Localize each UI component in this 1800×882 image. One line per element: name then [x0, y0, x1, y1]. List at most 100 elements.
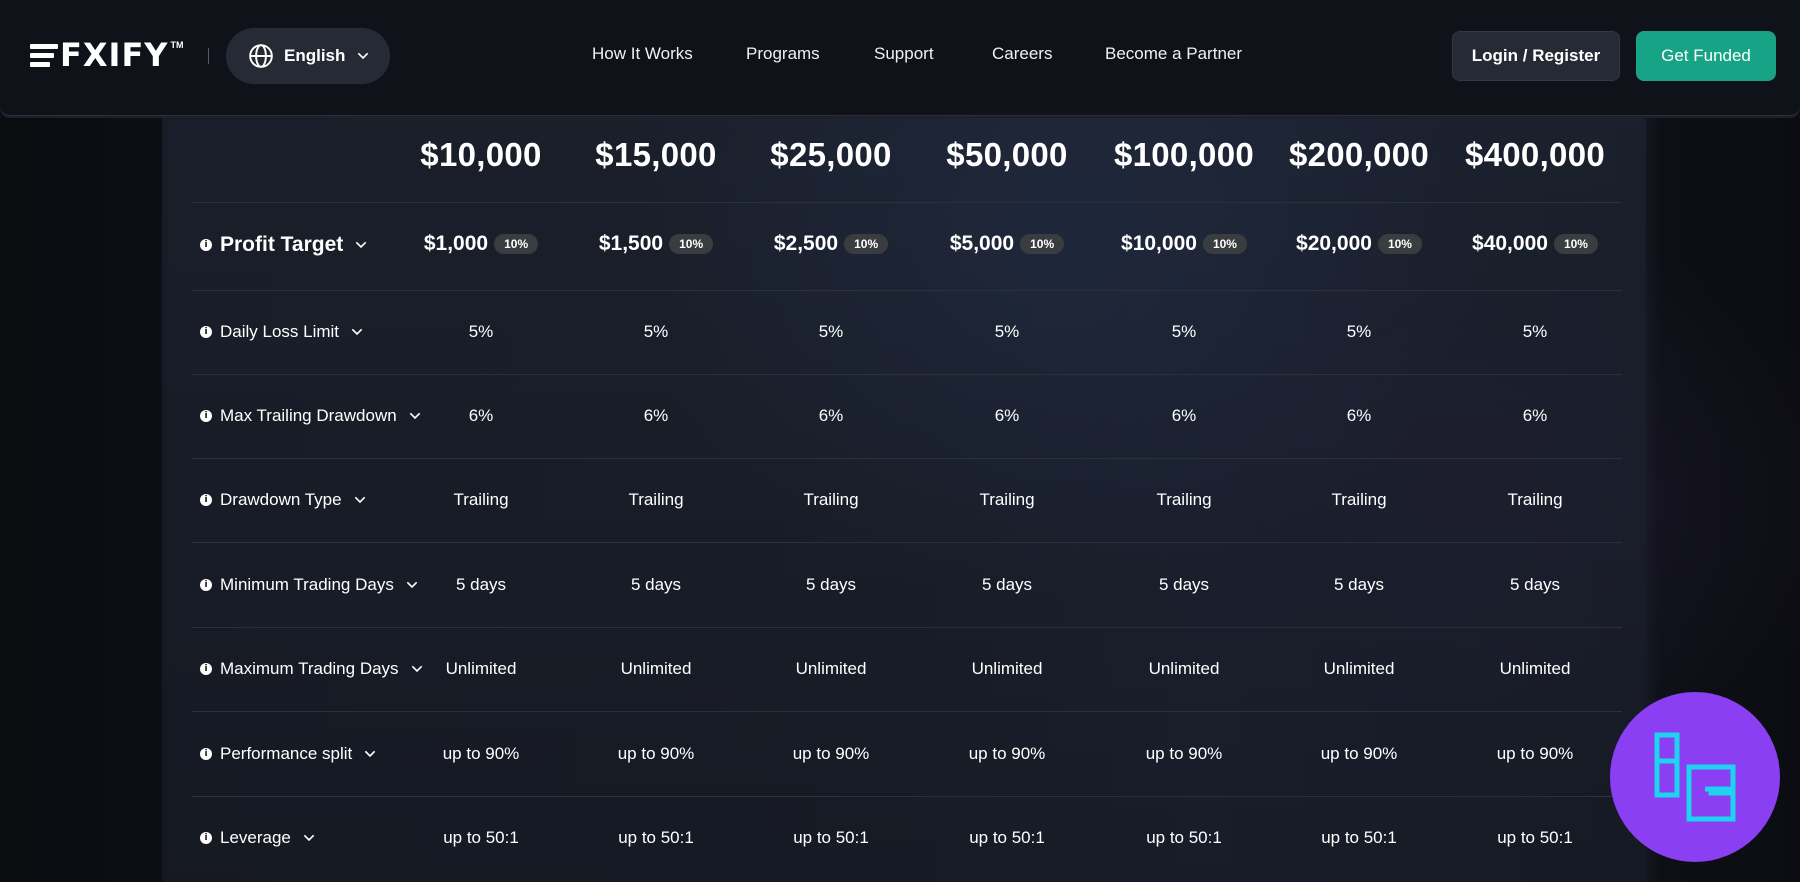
- table-cell: up to 50:1: [618, 828, 694, 847]
- column-header-10k: $10,000: [420, 136, 542, 173]
- profit-target-value: $1,500: [598, 232, 664, 255]
- row-label-1[interactable]: i Max Trailing Drawdown: [200, 406, 423, 426]
- percent-badge: 10%: [1377, 234, 1422, 254]
- percent-badge: 10%: [494, 234, 539, 254]
- row-divider: [192, 290, 1622, 291]
- chevron-down-icon: [303, 834, 315, 842]
- row-divider: [192, 202, 1622, 203]
- row-label-text: Daily Loss Limit: [220, 322, 340, 341]
- table-cell: up to 90%: [1145, 744, 1223, 763]
- nav-programs[interactable]: Programs: [746, 44, 820, 63]
- table-cell: up to 50:1: [443, 828, 519, 847]
- table-cell: 6%: [994, 406, 1020, 425]
- column-header-25k: $25,000: [770, 136, 892, 173]
- table-cell: 5%: [1522, 322, 1548, 341]
- table-cell: 5%: [643, 322, 669, 341]
- chevron-down-icon: [406, 581, 418, 589]
- profit-target-cell: $5,000 10%: [919, 232, 1095, 256]
- fxify-logo[interactable]: FXIFY TM: [30, 38, 183, 72]
- get-funded-button[interactable]: Get Funded: [1636, 31, 1776, 81]
- table-cell: Trailing: [803, 490, 859, 509]
- table-cell: 5%: [1346, 322, 1372, 341]
- table-cell: 5 days: [455, 575, 507, 594]
- table-cell: 5 days: [1509, 575, 1561, 594]
- table-cell: 5%: [994, 322, 1020, 341]
- info-icon: i: [200, 663, 212, 675]
- nav-divider: [208, 48, 209, 64]
- table-cell: 5 days: [805, 575, 857, 594]
- nav-become-partner[interactable]: Become a Partner: [1105, 44, 1243, 63]
- pricing-table-panel: [162, 100, 1646, 882]
- table-cell: 6%: [1346, 406, 1372, 425]
- table-cell: up to 50:1: [793, 828, 869, 847]
- table-cell: 5 days: [630, 575, 682, 594]
- table-cell: up to 90%: [968, 744, 1046, 763]
- percent-badge: 10%: [1020, 234, 1065, 254]
- logo-bars-icon: [30, 43, 58, 67]
- percent-badge: 10%: [1202, 234, 1247, 254]
- login-register-button[interactable]: Login / Register: [1452, 31, 1620, 81]
- profit-target-value: $10,000: [1121, 232, 1197, 255]
- info-icon: i: [200, 748, 212, 760]
- profit-target-cell: $20,000 10%: [1271, 232, 1447, 256]
- info-icon: i: [200, 239, 212, 251]
- row-label-text: Profit Target: [220, 233, 344, 256]
- row-label-4[interactable]: i Maximum Trading Days: [200, 659, 425, 679]
- row-label-text: Maximum Trading Days: [220, 659, 399, 678]
- row-divider: [192, 796, 1622, 797]
- nav-support[interactable]: Support: [874, 44, 934, 63]
- percent-badge: 10%: [669, 234, 714, 254]
- chevron-down-icon: [354, 496, 365, 504]
- profit-target-cell: $2,500 10%: [743, 232, 919, 256]
- table-cell: 5%: [468, 322, 494, 341]
- table-cell: up to 90%: [1320, 744, 1398, 763]
- table-cell: Unlimited: [445, 659, 517, 678]
- nav-how-it-works[interactable]: How It Works: [592, 44, 693, 63]
- table-cell: up to 50:1: [969, 828, 1045, 847]
- table-cell: up to 90%: [617, 744, 695, 763]
- table-cell: 6%: [1522, 406, 1548, 425]
- table-cell: Trailing: [453, 490, 509, 509]
- table-cell: up to 90%: [442, 744, 520, 763]
- table-cell: 5 days: [1158, 575, 1210, 594]
- globe-icon: [249, 44, 273, 68]
- chevron-down-icon: [411, 665, 422, 673]
- table-cell: 6%: [643, 406, 669, 425]
- profit-target-cell: $40,000 10%: [1447, 232, 1623, 256]
- row-divider: [192, 542, 1622, 543]
- column-header-400k: $400,000: [1464, 136, 1606, 173]
- info-icon: i: [200, 832, 212, 844]
- table-cell: 5%: [1171, 322, 1197, 341]
- table-cell: 6%: [818, 406, 844, 425]
- table-cell: Unlimited: [971, 659, 1043, 678]
- nav-careers[interactable]: Careers: [992, 44, 1053, 63]
- watermark-badge: [1610, 692, 1780, 862]
- row-label-text: Performance split: [220, 744, 353, 763]
- language-label: English: [284, 46, 346, 65]
- table-cell: Trailing: [1331, 490, 1387, 509]
- row-label-0[interactable]: i Daily Loss Limit: [200, 322, 365, 342]
- column-header-100k: $100,000: [1113, 136, 1255, 173]
- row-label-6[interactable]: i Leverage: [200, 828, 317, 848]
- table-cell: 5 days: [1333, 575, 1385, 594]
- profit-target-value: $40,000: [1472, 232, 1548, 255]
- table-cell: up to 50:1: [1497, 828, 1573, 847]
- row-divider: [192, 374, 1622, 375]
- table-cell: 6%: [1171, 406, 1197, 425]
- percent-badge: 10%: [844, 234, 889, 254]
- row-divider: [192, 627, 1622, 628]
- row-label-2[interactable]: i Drawdown Type: [200, 490, 368, 510]
- row-label-profit-target[interactable]: i Profit Target: [200, 233, 369, 257]
- info-icon: i: [200, 410, 212, 422]
- row-label-3[interactable]: i Minimum Trading Days: [200, 575, 420, 595]
- language-selector[interactable]: English: [226, 28, 390, 84]
- column-header-15k: $15,000: [595, 136, 717, 173]
- table-cell: 5 days: [981, 575, 1033, 594]
- table-cell: Trailing: [979, 490, 1035, 509]
- chevron-down-icon: [358, 52, 369, 60]
- profit-target-value: $2,500: [773, 232, 839, 255]
- chevron-down-icon: [356, 241, 367, 249]
- row-label-text: Drawdown Type: [220, 490, 342, 509]
- row-label-5[interactable]: i Performance split: [200, 744, 378, 764]
- table-cell: Trailing: [628, 490, 684, 509]
